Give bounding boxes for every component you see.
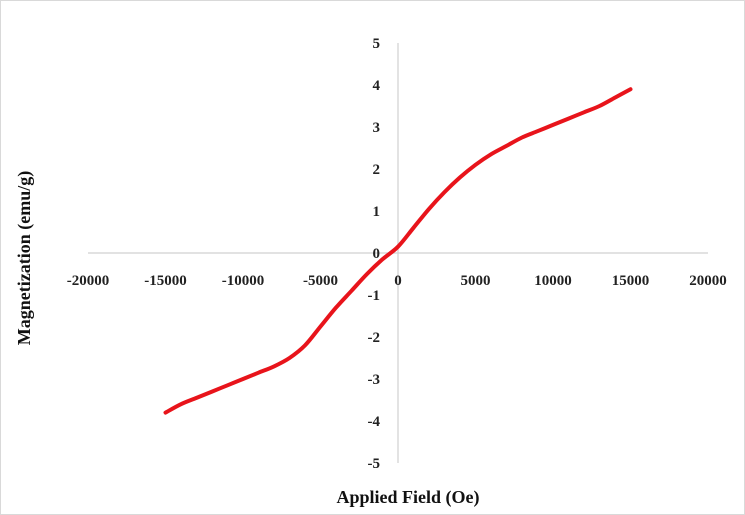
y-tick-label: -4 [368,414,381,430]
y-tick-label: 4 [373,78,381,94]
y-tick-label: 0 [373,246,381,262]
x-tick-label: 20000 [689,273,727,289]
x-tick-labels: -20000 -15000 -10000 -5000 0 5000 10000 15000 20… [67,273,727,289]
x-tick-label: -20000 [67,273,110,289]
x-tick-label: 10000 [534,273,572,289]
x-axis-title: Applied Field (Oe) [337,487,480,508]
x-tick-label: -10000 [222,273,265,289]
x-tick-label: 5000 [461,273,491,289]
y-tick-label: 1 [373,204,381,220]
y-tick-label: -2 [368,330,381,346]
y-axis-title: Magnetization (emu/g) [14,171,35,345]
y-tick-label: -3 [368,372,381,388]
y-tick-label: -1 [368,288,381,304]
x-tick-label: -5000 [303,273,338,289]
x-tick-label: 0 [394,273,402,289]
y-tick-label: 2 [373,162,381,178]
series-line [163,87,633,415]
x-tick-label: 15000 [612,273,650,289]
series-layer [163,87,633,415]
axes [88,43,708,463]
y-tick-labels: -5 -4 -3 -2 -1 0 1 2 3 4 5 [368,36,381,472]
y-tick-label: 3 [373,120,381,136]
y-tick-label: -5 [368,456,381,472]
x-tick-label: -15000 [144,273,187,289]
y-tick-label: 5 [373,36,381,52]
